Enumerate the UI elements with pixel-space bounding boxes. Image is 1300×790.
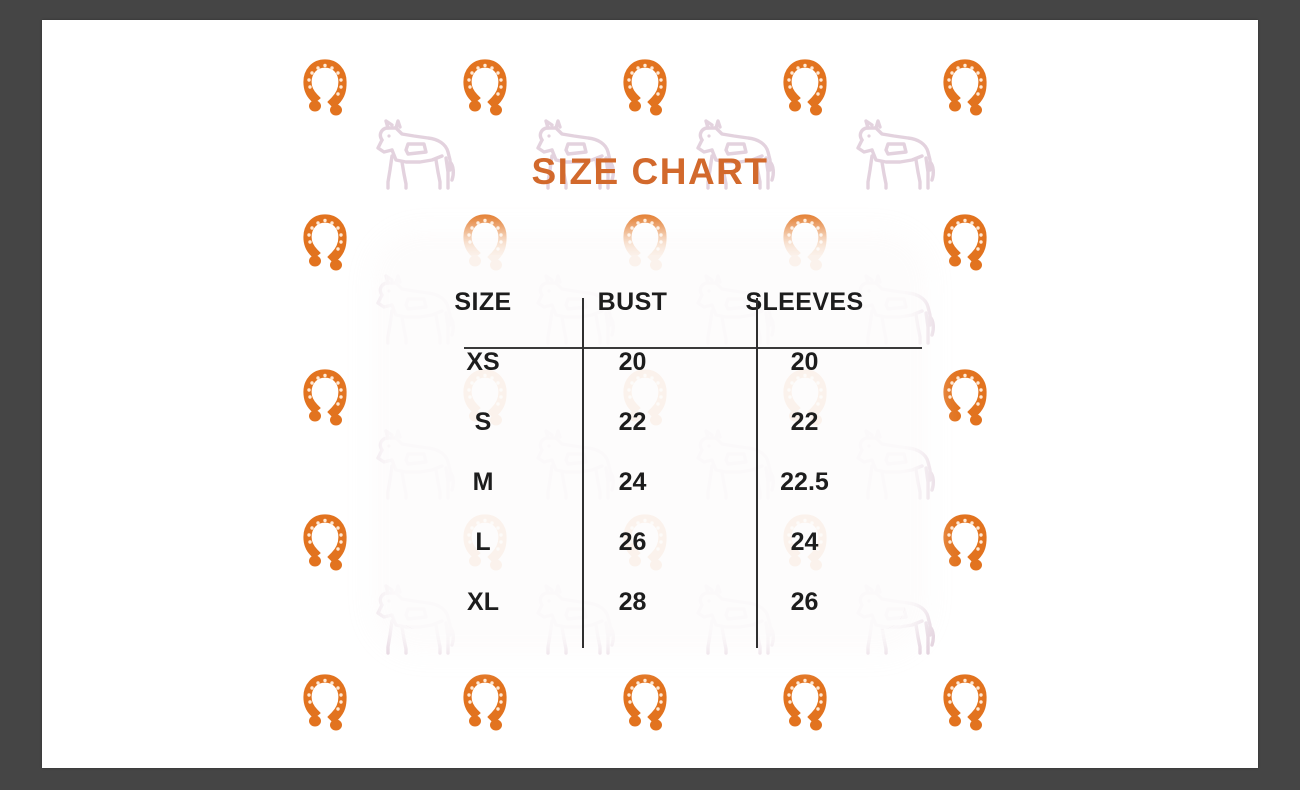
cell-size: S [474,407,492,436]
cell-sleeves: 22 [790,407,819,436]
horseshoe-icon [777,669,833,731]
column-divider-1 [582,298,584,648]
table-row: XS 20 20 [422,332,888,392]
horseshoe-icon [937,364,993,426]
cell-size: XS [466,347,500,376]
cell-size: L [475,527,491,556]
table-row: M 24 22.5 [422,452,888,512]
column-divider-2 [756,298,758,648]
size-chart-table-wrapper: SIZE BUST SLEEVES XS 20 20 S 22 22 [400,275,922,650]
page-title: SIZE CHART [531,151,769,192]
horseshoe-icon [297,509,353,571]
horseshoe-icon [937,54,993,116]
horseshoe-icon [777,54,833,116]
cell-bust: 20 [618,347,647,376]
horseshoe-icon [617,54,673,116]
cell-sleeves: 26 [790,587,819,616]
horseshoe-icon [937,669,993,731]
cell-size: M [472,467,494,496]
cell-bust: 26 [618,527,647,556]
cell-sleeves: 20 [790,347,819,376]
cell-sleeves: 24 [790,527,819,556]
column-header-size: SIZE [454,287,512,316]
table-header-row: SIZE BUST SLEEVES [422,275,888,332]
cell-bust: 22 [618,407,647,436]
horseshoe-icon [937,509,993,571]
horseshoe-icon [457,669,513,731]
horseshoe-icon [617,669,673,731]
size-chart-card: SIZE CHART SIZE BUST SLEEVES XS 20 20 [42,20,1258,768]
cell-bust: 28 [618,587,647,616]
table-row: S 22 22 [422,392,888,452]
cell-size: XL [467,587,499,616]
horseshoe-icon [457,54,513,116]
header-divider-rule [464,347,922,349]
column-header-sleeves: SLEEVES [745,287,864,316]
horseshoe-icon [937,209,993,271]
table-backdrop-panel [395,255,905,630]
cell-bust: 24 [618,467,647,496]
horseshoe-icon [297,364,353,426]
horseshoe-icon [297,209,353,271]
column-header-bust: BUST [597,287,668,316]
size-chart-table: SIZE BUST SLEEVES XS 20 20 S 22 22 [422,275,888,632]
cell-sleeves: 22.5 [780,467,829,496]
table-row: L 26 24 [422,512,888,572]
horseshoe-icon [297,669,353,731]
table-row: XL 28 26 [422,572,888,632]
horseshoe-icon [297,54,353,116]
